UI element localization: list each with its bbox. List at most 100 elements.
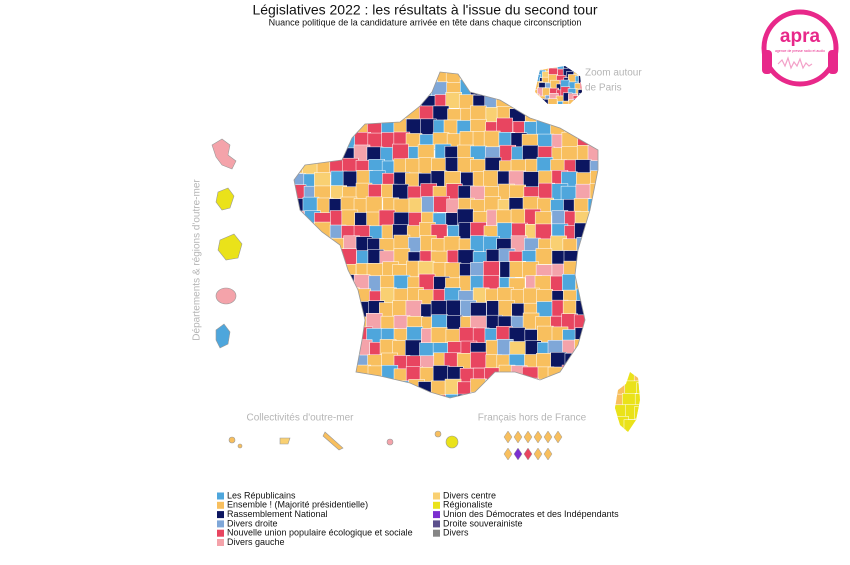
constituency — [615, 429, 626, 432]
constituency — [523, 72, 541, 83]
constituency — [314, 328, 331, 346]
constituency — [353, 381, 371, 398]
constituency — [430, 327, 448, 344]
abroad-constituency — [523, 447, 533, 461]
paris-zoom-label: Zoom autour — [585, 68, 642, 79]
constituency — [314, 221, 331, 239]
constituency — [304, 82, 322, 99]
constituency — [483, 260, 500, 278]
constituency — [547, 98, 558, 104]
constituency — [294, 379, 306, 397]
legend-label: Les Républicains — [227, 490, 296, 500]
constituency — [366, 95, 383, 112]
constituency — [342, 390, 359, 398]
constituency — [537, 325, 554, 343]
constituency — [302, 328, 319, 346]
constituency — [328, 289, 346, 306]
constituency — [294, 81, 306, 99]
constituency — [525, 391, 543, 398]
constituency — [470, 351, 487, 369]
constituency — [353, 72, 371, 85]
constituency — [316, 314, 334, 331]
constituency — [316, 354, 334, 371]
constituency — [420, 72, 437, 84]
legend-swatch — [433, 511, 440, 519]
abroad-constituency — [503, 430, 513, 444]
constituency — [294, 235, 307, 253]
abroad-constituency — [533, 430, 543, 444]
constituency — [340, 313, 358, 330]
constituency — [392, 380, 409, 398]
constituency — [561, 131, 579, 149]
constituency — [446, 299, 463, 317]
constituency — [551, 107, 569, 124]
constituency — [340, 248, 357, 265]
constituency — [588, 212, 598, 230]
constituency — [303, 377, 320, 395]
constituency — [294, 248, 305, 265]
constituency — [300, 315, 318, 332]
constituency — [314, 105, 331, 122]
constituency — [314, 248, 331, 266]
constituency — [547, 380, 565, 397]
constituency — [574, 106, 591, 123]
constituency — [430, 300, 448, 317]
constituency — [589, 263, 598, 280]
legend-swatch — [433, 520, 440, 528]
constituency — [326, 80, 344, 97]
constituency — [587, 225, 598, 242]
constituency — [379, 106, 397, 123]
constituency — [327, 312, 344, 330]
constituency — [327, 145, 344, 163]
constituency — [301, 352, 318, 369]
constituency — [302, 392, 319, 398]
constituency — [294, 393, 309, 398]
constituency — [535, 69, 540, 80]
constituency — [339, 380, 357, 397]
constituency — [327, 368, 344, 385]
constituency — [294, 277, 309, 294]
constituency — [340, 80, 358, 97]
constituency — [294, 221, 308, 239]
constituency — [589, 393, 598, 398]
constituency — [300, 251, 318, 268]
subtitle: Nuance politique de la candidature arriv… — [269, 17, 582, 27]
constituency — [294, 314, 306, 332]
constituency — [535, 66, 541, 74]
constituency — [301, 119, 318, 136]
constituency — [327, 131, 344, 148]
constituency — [497, 78, 515, 96]
legend-label: Divers gauche — [227, 537, 285, 547]
constituency — [562, 100, 573, 104]
constituency — [342, 302, 360, 320]
constituency — [329, 264, 346, 281]
logo-name: apra — [780, 26, 821, 47]
constituency — [635, 429, 640, 432]
logo: apra agence de presse radio et audio — [761, 9, 839, 87]
constituency — [330, 352, 347, 369]
abroad-constituency — [533, 447, 543, 461]
map-region-group — [615, 372, 640, 432]
constituency — [301, 263, 318, 281]
constituency — [294, 368, 305, 386]
legend-swatch — [217, 501, 224, 509]
constituency — [314, 261, 331, 279]
constituency — [314, 342, 331, 359]
constituency — [588, 288, 598, 306]
constituency — [342, 72, 359, 83]
constituency — [314, 72, 331, 86]
constituency — [303, 145, 320, 162]
legend-label: Union des Démocrates et des Indépendants — [443, 509, 619, 519]
legend-swatch — [217, 529, 224, 537]
constituency — [380, 95, 398, 112]
constituency — [302, 108, 319, 125]
constituency — [314, 92, 331, 109]
constituency — [635, 418, 640, 432]
constituency — [536, 393, 554, 398]
abroad-diamonds — [503, 430, 563, 461]
paris-zoom-label: de Paris — [585, 83, 622, 94]
constituency — [590, 94, 598, 111]
constituency — [574, 94, 592, 112]
constituency — [406, 79, 424, 96]
constituency — [557, 101, 568, 104]
